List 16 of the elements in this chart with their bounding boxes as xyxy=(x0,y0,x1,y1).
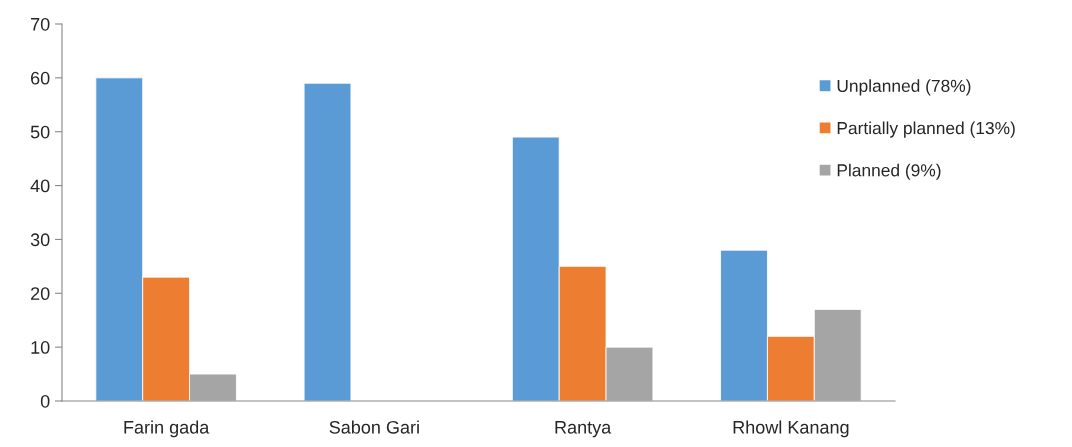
y-tick-label: 10 xyxy=(31,341,50,354)
y-tick-label: 40 xyxy=(30,179,50,193)
y-tick-label: 0 xyxy=(40,394,50,408)
legend-label: Planned (9%) xyxy=(837,163,941,180)
bar xyxy=(303,82,352,401)
y-tick-label: 60 xyxy=(31,71,50,85)
x-tick-label: Rantya xyxy=(555,421,612,438)
x-tick-label: Rhowl Kanang xyxy=(733,420,849,438)
y-tick-label: 70 xyxy=(31,17,50,31)
y-tick-label: 30 xyxy=(30,233,50,247)
legend-label: Partially planned (13%) xyxy=(837,121,1015,138)
x-tick-label: Sabon Gari xyxy=(329,420,419,434)
y-tick-label: 50 xyxy=(30,125,50,139)
legend-label: Unplanned (78%) xyxy=(837,79,971,96)
x-tick-label: Farin gada xyxy=(124,420,210,438)
y-tick-label: 20 xyxy=(31,287,50,301)
